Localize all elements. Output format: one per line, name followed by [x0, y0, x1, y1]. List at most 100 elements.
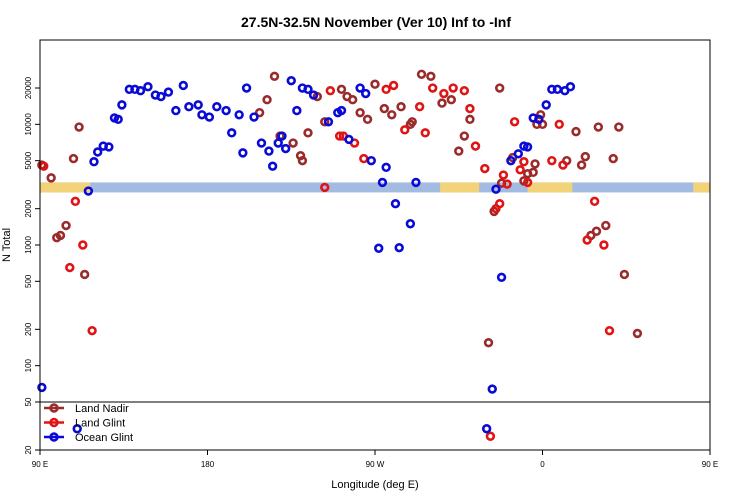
point-ocean-glint: [256, 138, 267, 148]
point-land-glint: [509, 117, 520, 127]
point-ocean-glint: [83, 186, 94, 196]
point-ocean-glint: [267, 161, 278, 171]
point-land-nadir: [576, 160, 587, 170]
point-land-nadir: [46, 173, 56, 183]
point-land-nadir: [387, 110, 397, 120]
point-land-glint: [78, 240, 88, 250]
point-land-glint: [485, 431, 496, 441]
point-land-nadir: [61, 220, 71, 231]
point-land-glint: [320, 182, 330, 193]
point-ocean-glint: [249, 112, 259, 122]
point-land-glint: [515, 165, 525, 175]
point-land-glint: [519, 157, 529, 167]
legend-label-ocean-glint: Ocean Glint: [75, 432, 133, 444]
y-tick-label: 2000: [24, 199, 33, 217]
point-land-nadir: [362, 114, 373, 125]
legend: Land Nadir Land Glint Ocean Glint: [44, 403, 133, 444]
point-land-nadir: [74, 122, 84, 132]
point-ocean-glint: [308, 90, 319, 100]
legend-label-land-nadir: Land Nadir: [75, 403, 129, 415]
point-ocean-glint: [355, 83, 365, 93]
y-tick-label: 5000: [24, 151, 33, 169]
point-ocean-glint: [513, 149, 524, 159]
point-ocean-glint: [496, 272, 507, 282]
legend-label-land-glint: Land Glint: [75, 418, 125, 430]
point-ocean-glint: [171, 105, 181, 116]
point-ocean-glint: [390, 198, 401, 209]
point-ocean-glint: [374, 243, 384, 253]
point-land-nadir: [446, 95, 457, 105]
y-tick-label: 100: [24, 358, 33, 372]
strip-land: [693, 182, 710, 193]
point-land-nadir: [601, 220, 611, 231]
point-ocean-glint: [72, 424, 82, 434]
point-land-glint: [388, 80, 399, 91]
point-land-nadir: [454, 146, 464, 156]
point-land-glint: [334, 131, 345, 141]
strip-land: [40, 182, 91, 193]
point-ocean-glint: [156, 91, 166, 102]
y-tick-label: 200: [24, 322, 33, 336]
x-tick-label: 90 E: [32, 460, 48, 469]
point-ocean-glint: [178, 80, 189, 91]
point-land-glint: [448, 83, 458, 93]
point-land-nadir: [68, 153, 79, 164]
point-ocean-glint: [565, 82, 576, 92]
point-land-glint: [589, 196, 600, 207]
point-land-nadir: [528, 167, 538, 178]
point-land-nadir: [530, 159, 540, 169]
point-ocean-glint: [193, 100, 203, 110]
point-land-nadir: [571, 126, 581, 137]
y-tick-label: 20: [24, 445, 33, 454]
point-land-nadir: [370, 79, 380, 89]
point-land-glint: [599, 240, 609, 250]
point-land-glint: [480, 163, 490, 174]
point-ocean-glint: [221, 105, 231, 116]
point-land-glint: [400, 125, 410, 135]
point-land-nadir: [262, 95, 272, 105]
point-land-glint: [414, 102, 425, 112]
point-land-glint: [547, 155, 557, 166]
point-ocean-glint: [292, 105, 302, 116]
point-land-nadir: [494, 83, 505, 93]
y-tick-label: 1000: [24, 236, 33, 254]
strip-land: [440, 182, 480, 193]
point-ocean-glint: [481, 424, 492, 434]
point-land-nadir: [619, 269, 630, 280]
y-tick-label: 20000: [24, 76, 33, 99]
x-axis-label: Longitude (deg E): [331, 479, 418, 491]
point-land-glint: [494, 198, 505, 209]
y-tick-label: 50: [24, 397, 33, 406]
point-ocean-glint: [366, 155, 376, 166]
point-land-nadir: [269, 71, 280, 82]
point-land-nadir: [483, 337, 494, 348]
point-ocean-glint: [534, 114, 544, 125]
point-ocean-glint: [89, 157, 99, 167]
point-ocean-glint: [273, 138, 283, 148]
strip-ocean: [40, 182, 710, 193]
land-ocean-strip: [40, 182, 710, 193]
point-ocean-glint: [37, 382, 47, 393]
point-land-glint: [439, 88, 449, 99]
point-land-glint: [470, 141, 481, 151]
data-points: [37, 69, 643, 441]
point-land-nadir: [426, 71, 436, 82]
point-ocean-glint: [286, 75, 296, 86]
point-ocean-glint: [143, 82, 153, 92]
point-land-nadir: [336, 84, 347, 95]
point-ocean-glint: [241, 83, 252, 93]
point-land-nadir: [416, 69, 427, 79]
point-land-glint: [554, 119, 564, 130]
legend-marker-land-nadir: [49, 403, 59, 413]
point-ocean-glint: [491, 184, 501, 194]
point-ocean-glint: [226, 128, 237, 138]
point-ocean-glint: [344, 134, 354, 145]
point-land-glint: [582, 235, 592, 245]
point-land-glint: [87, 325, 97, 336]
point-ocean-glint: [394, 242, 404, 253]
point-ocean-glint: [163, 87, 174, 97]
point-ocean-glint: [487, 384, 497, 394]
point-land-nadir: [437, 98, 447, 108]
point-land-glint: [65, 262, 75, 273]
point-land-glint: [427, 83, 438, 93]
